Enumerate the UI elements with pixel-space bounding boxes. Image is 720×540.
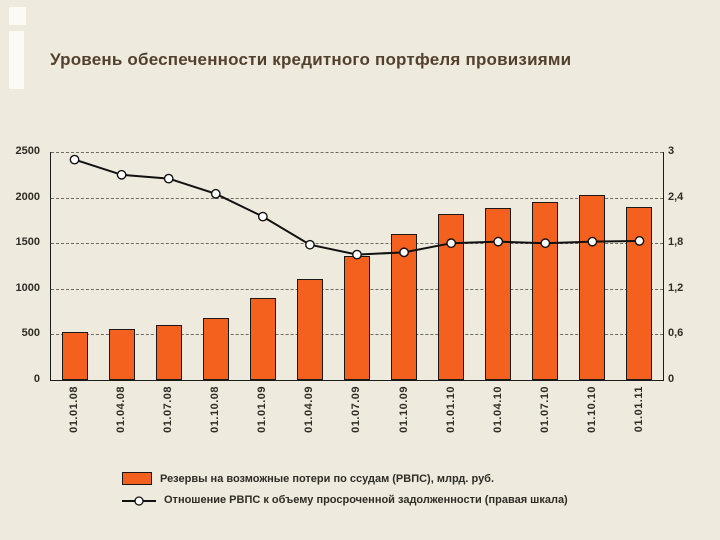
bar-01.07.08 [156, 325, 182, 380]
plot-area [50, 152, 664, 381]
line-series-label: Отношение РВПС к объему просроченной зад… [164, 494, 568, 506]
category-label: 01.07.08 [162, 386, 174, 433]
category-label: 01.10.10 [586, 386, 598, 433]
template-decoration-top [9, 7, 26, 25]
line-marker [446, 238, 457, 249]
right-axis-tick: 1,2 [668, 281, 684, 294]
line-marker [210, 188, 221, 199]
bar-01.10.10 [579, 195, 605, 380]
left-axis-tick: 1500 [15, 236, 40, 249]
line-marker [493, 236, 504, 247]
left-axis-tick: 1000 [15, 281, 40, 294]
bar-01.04.08 [109, 329, 135, 380]
bar-01.04.09 [297, 279, 323, 380]
bar-01.01.09 [250, 298, 276, 380]
line-marker [69, 154, 80, 165]
line-marker [352, 249, 362, 260]
category-label: 01.01.09 [256, 386, 268, 433]
left-axis-tick: 500 [21, 327, 40, 340]
category-label: 01.01.10 [445, 386, 457, 433]
right-axis-labels: 0 0,6 1,2 1,8 2,4 3 [668, 145, 716, 385]
bar-series-swatch [122, 472, 152, 485]
category-label: 01.04.10 [492, 386, 504, 433]
line-series-swatch [122, 494, 156, 506]
line-marker [587, 236, 598, 247]
bar-01.07.10 [532, 202, 558, 380]
category-label: 01.07.09 [350, 386, 362, 433]
line-series [69, 154, 645, 260]
right-axis-tick: 2,4 [668, 190, 684, 203]
left-axis-tick: 2500 [15, 145, 40, 157]
category-label: 01.01.11 [633, 386, 645, 433]
line-marker [399, 247, 409, 258]
line-marker [634, 236, 645, 246]
bar-01.10.08 [203, 318, 229, 380]
left-axis-tick: 0 [33, 373, 40, 385]
category-label: 01.04.08 [115, 386, 127, 433]
bar-series-label: Резервы на возможные потери по ссудам (Р… [160, 472, 495, 485]
chart-title: Уровень обеспеченности кредитного портфе… [50, 50, 572, 69]
legend-item-bars: Резервы на возможные потери по ссудам (Р… [122, 472, 682, 485]
right-axis-tick: 0,6 [668, 327, 684, 340]
category-label: 01.07.10 [539, 386, 551, 433]
line-marker [116, 169, 127, 180]
line-marker [305, 239, 315, 250]
bar-01.01.08 [62, 332, 88, 380]
category-label: 01.04.09 [303, 386, 315, 433]
gridline [51, 152, 663, 153]
bar-01.07.09 [344, 256, 370, 380]
legend-item-line: Отношение РВПС к объему просроченной зад… [122, 494, 682, 506]
line-marker [540, 238, 551, 249]
left-axis-tick: 2000 [15, 190, 40, 203]
category-label: 01.10.09 [398, 386, 410, 433]
right-axis-tick: 1,8 [668, 236, 684, 249]
category-label: 01.10.08 [209, 386, 221, 433]
gridline [51, 243, 663, 245]
line-marker [257, 211, 268, 222]
line-marker [163, 173, 174, 184]
right-axis-tick: 0 [668, 373, 675, 385]
bar-01.04.10 [485, 208, 511, 380]
left-axis-labels: 0 500 1000 1500 2000 2500 [0, 145, 44, 385]
category-label: 01.01.08 [68, 386, 80, 433]
bar-01.10.09 [391, 234, 417, 380]
legend: Резервы на возможные потери по ссудам (Р… [122, 472, 682, 515]
category-axis-labels: 01.01.08 01.04.08 01.07.08 01.10.08 01.01.09… [50, 386, 662, 474]
right-axis-tick: 3 [668, 145, 675, 157]
template-decoration-side [9, 31, 24, 89]
gridline [51, 197, 663, 199]
bar-01.01.11 [626, 207, 652, 380]
